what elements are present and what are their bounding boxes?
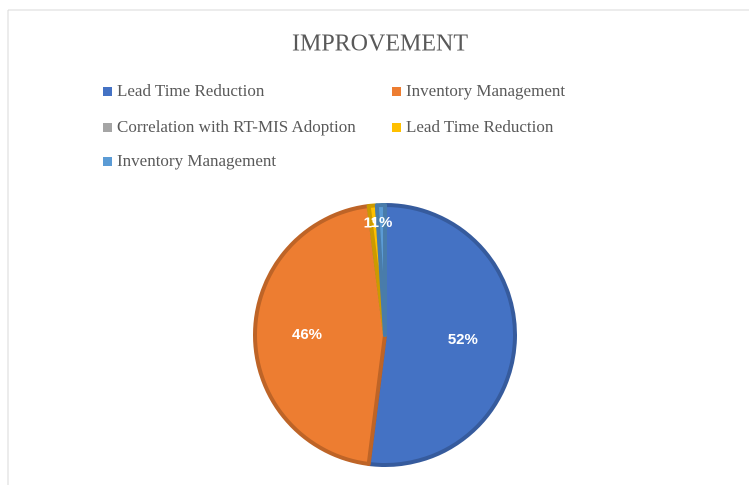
legend-swatch [103,123,112,132]
legend-swatch [392,123,401,132]
value-label: 1% [371,214,393,231]
legend-swatch [103,87,112,96]
legend-label: Inventory Management [406,81,565,100]
value-label: 46% [292,326,322,343]
pie-slice [253,204,387,466]
legend-swatch [392,87,401,96]
legend-label: Inventory Management [117,151,276,170]
value-label: 52% [448,331,478,348]
legend-label: Lead Time Reduction [406,117,554,136]
legend-swatch [103,157,112,166]
legend-label: Lead Time Reduction [117,81,265,100]
legend-label: Correlation with RT-MIS Adoption [117,117,356,136]
pie-slice [374,203,387,337]
chart-title: IMPROVEMENT [292,31,468,57]
pie-slice [366,203,517,467]
